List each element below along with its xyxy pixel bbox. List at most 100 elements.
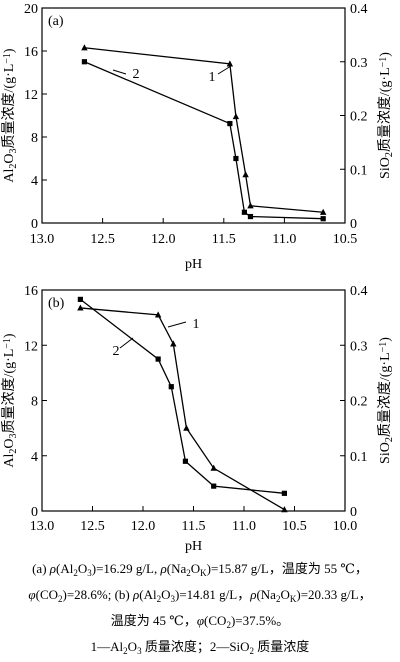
panel-b-y-right-tick-label: 0.2 bbox=[350, 395, 368, 410]
caption-fragment: 2 bbox=[186, 568, 191, 578]
panel-a-series-1-line bbox=[84, 47, 324, 213]
panel-b-y-left-tick-label: 4 bbox=[31, 450, 38, 465]
caption-fragment: (Na bbox=[256, 587, 276, 602]
figure-caption: (a) ρ(Al2O3)=16.29 g/L, ρ(Na2OK)=15.87 g… bbox=[0, 558, 400, 662]
caption-line-4: 1—Al2O3 质量浓度；2—SiO2 质量浓度 bbox=[0, 636, 400, 662]
panel-b-y-left-tick-label: 0 bbox=[31, 505, 38, 520]
panel-a-y-left-tick-label: 4 bbox=[31, 174, 38, 189]
caption-fragment: 2 bbox=[156, 594, 162, 604]
panel-b-series-2-point bbox=[155, 356, 161, 362]
panel-a-y-right-axis-title: SiO2质量浓度/(g·L−1) bbox=[377, 52, 395, 179]
panel-a-x-tick-label: 11.5 bbox=[212, 232, 236, 247]
caption-fragment: 2 bbox=[58, 594, 63, 604]
panel-b-y-right-axis-title: SiO2质量浓度/(g·L−1) bbox=[377, 337, 395, 464]
caption-fragment: 2 bbox=[226, 620, 231, 630]
panel-b-x-tick-label: 11.0 bbox=[232, 519, 256, 534]
caption-fragment: )=37.5%。 bbox=[230, 613, 290, 628]
caption-fragment: 2 bbox=[73, 568, 78, 578]
panel-a-x-tick-label: 11.0 bbox=[272, 232, 296, 247]
panel-b-series-1-point bbox=[281, 506, 288, 513]
panel-b-series-2-point bbox=[168, 384, 174, 390]
panel-a-y-left-tick-label: 20 bbox=[24, 2, 38, 17]
caption-fragment: )=28.6%; (b) bbox=[62, 587, 134, 602]
panel-b-y-right-tick-label: 0.1 bbox=[350, 450, 368, 465]
panel-a-series-2-leader bbox=[112, 69, 127, 75]
panel-b-x-tick-label: 12.0 bbox=[131, 519, 156, 534]
panel-b-series-1-label: 1 bbox=[193, 317, 200, 332]
panel-b-series-2-line bbox=[79, 298, 285, 494]
caption-fragment: (CO bbox=[35, 587, 58, 602]
caption-fragment: 温度为 45 ℃， bbox=[110, 613, 197, 628]
panel-b-series-1-point bbox=[210, 464, 217, 471]
caption-fragment: 1—Al bbox=[90, 639, 124, 654]
panel-a-series-1-point bbox=[247, 202, 254, 209]
panel-b-y-right-tick-label: 0.4 bbox=[350, 284, 368, 299]
panel-a-series-2-point bbox=[227, 120, 233, 127]
panel-b-x-tick-label: 11.5 bbox=[182, 519, 206, 534]
panel-b-panel-label: (b) bbox=[48, 296, 65, 311]
caption-fragment: ρ bbox=[160, 561, 167, 576]
panel-a-series-2-label: 2 bbox=[133, 67, 140, 82]
panel-a-series-1-leader bbox=[217, 65, 232, 75]
caption-fragment: 质量浓度 bbox=[254, 639, 310, 654]
caption-fragment: K bbox=[289, 594, 297, 604]
panel-b-series-2-leader bbox=[119, 337, 134, 349]
panel-b-series-1-point bbox=[170, 340, 177, 347]
caption-fragment: )=16.29 g/L, bbox=[91, 561, 161, 576]
panel-b-series-2-label: 2 bbox=[113, 344, 120, 359]
caption-fragment: ρ bbox=[133, 587, 140, 602]
panel-a-x-tick-label: 10.5 bbox=[333, 232, 358, 247]
panel-b-y-right-tick-label: 0 bbox=[350, 505, 357, 520]
caption-fragment: 2 bbox=[275, 594, 281, 604]
panel-b-x-tick-label: 13.0 bbox=[30, 519, 55, 534]
panel-a-series-1-point bbox=[232, 113, 240, 120]
panel-a-plot-frame bbox=[41, 7, 346, 224]
panel-a-series-1-point bbox=[242, 171, 249, 178]
panel-a-y-right-tick-label: 0.1 bbox=[350, 163, 368, 178]
panel-b-x-tick-label: 12.5 bbox=[80, 519, 105, 534]
panel-b-series-1-line bbox=[80, 307, 285, 511]
panel-b-series-2-point bbox=[77, 296, 83, 302]
panel-b-series-2-point bbox=[211, 483, 217, 489]
panel-a-y-left-axis-title-text: Al2O3质量浓度/(g·L−1) bbox=[1, 48, 19, 183]
caption-fragment: (Al bbox=[139, 587, 157, 602]
caption-fragment: φ bbox=[28, 587, 36, 602]
panel-b-series-1-point bbox=[183, 424, 190, 431]
caption-fragment: O bbox=[161, 587, 171, 602]
caption-fragment: O bbox=[77, 561, 88, 576]
panel-a-y-left-tick-label: 8 bbox=[31, 131, 38, 146]
panel-b-x-tick-label: 10.5 bbox=[282, 519, 307, 534]
panel-a-series-2-point bbox=[233, 155, 239, 162]
caption-fragment: ρ bbox=[49, 561, 57, 576]
panel-b-x-axis-title: pH bbox=[185, 539, 202, 554]
caption-fragment: (CO bbox=[204, 613, 227, 628]
panel-b-y-left-axis-title: Al2O3质量浓度/(g·L−1) bbox=[1, 333, 19, 468]
panel-a-x-axis-title: pH bbox=[185, 257, 202, 272]
figure: 13.0 12.5 12.0 11.5 11.0 10.504812162000.10.2… bbox=[1, 2, 395, 554]
panel-b-series-2-point bbox=[182, 458, 189, 464]
panel-a-series-2-point bbox=[247, 213, 254, 220]
panel-a-series-1-point bbox=[81, 44, 88, 51]
caption-fragment: φ bbox=[196, 613, 205, 628]
panel-a-y-right-tick-label: 0 bbox=[350, 217, 357, 232]
panel-a-x-tick-label: 13.0 bbox=[30, 232, 55, 247]
panel-a-y-right-tick-label: 0.2 bbox=[350, 110, 368, 125]
caption-fragment: (Al bbox=[56, 561, 74, 576]
caption-fragment: 3 bbox=[170, 594, 176, 604]
caption-line-2: φ(CO2)=28.6%; (b) ρ(Al2O3)=14.81 g/L，ρ(N… bbox=[0, 584, 400, 610]
panel-b-y-right-axis-title-text: SiO2质量浓度/(g·L−1) bbox=[377, 337, 395, 464]
caption-line-3: 温度为 45 ℃，φ(CO2)=37.5%。 bbox=[0, 610, 400, 636]
panel-a-y-left-tick-label: 12 bbox=[24, 88, 38, 103]
panel-a-series-2-line bbox=[84, 61, 324, 220]
panel-b-series-2-point bbox=[281, 490, 287, 496]
panel-a-series-2-point bbox=[81, 59, 88, 65]
caption-fragment: 质量浓度；2—SiO bbox=[141, 639, 250, 654]
caption-fragment: K bbox=[200, 568, 207, 578]
panel-b-y-left-tick-label: 8 bbox=[31, 395, 38, 410]
caption-fragment: O bbox=[127, 639, 138, 654]
panel-b-series-1-point bbox=[154, 311, 162, 318]
caption-fragment: )=20.33 g/L， bbox=[296, 587, 372, 602]
panel-a-y-right-tick-label: 0.4 bbox=[350, 2, 368, 17]
panel-a-y-right-axis-title-text: SiO2质量浓度/(g·L−1) bbox=[377, 52, 395, 179]
panel-a-x-tick-label: 12.0 bbox=[151, 232, 176, 247]
